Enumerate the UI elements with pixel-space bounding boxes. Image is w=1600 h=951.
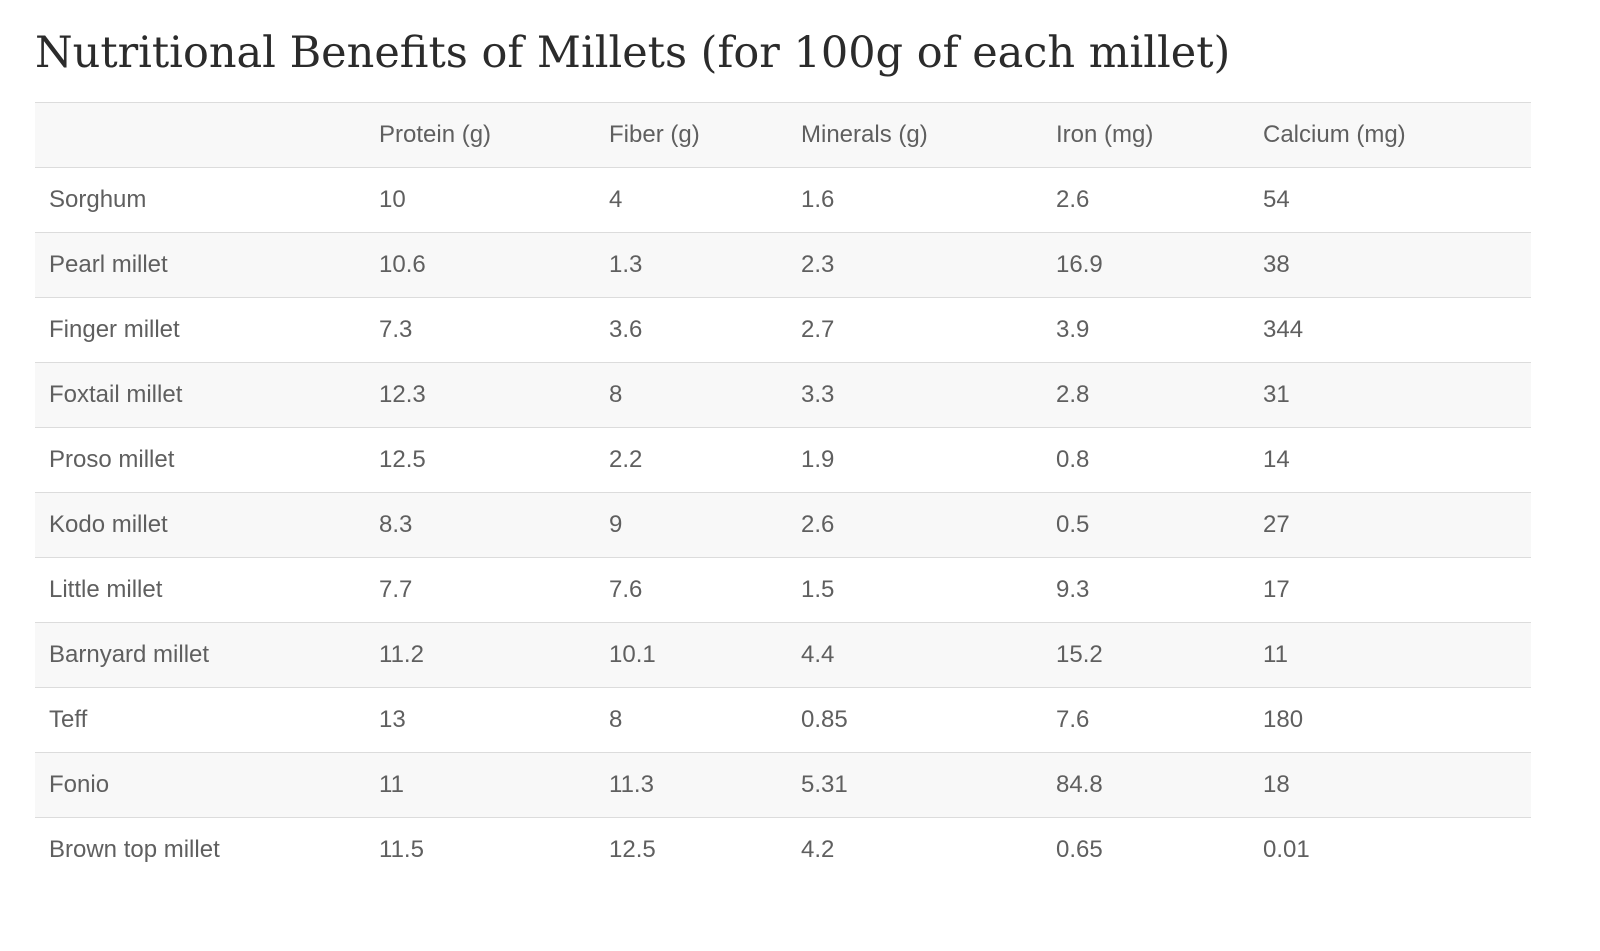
- cell-protein: 13: [365, 687, 595, 753]
- cell-iron: 16.9: [1042, 232, 1249, 298]
- cell-calcium: 17: [1249, 557, 1531, 623]
- cell-fiber: 7.6: [595, 557, 787, 623]
- table-row: Kodo millet 8.3 9 2.6 0.5 27: [35, 492, 1531, 558]
- cell-millet-name: Barnyard millet: [35, 622, 365, 688]
- cell-fiber: 4: [595, 167, 787, 233]
- cell-millet-name: Teff: [35, 687, 365, 753]
- cell-protein: 10.6: [365, 232, 595, 298]
- cell-protein: 11.2: [365, 622, 595, 688]
- header-row: Protein (g) Fiber (g) Minerals (g) Iron …: [35, 102, 1531, 168]
- cell-fiber: 9: [595, 492, 787, 558]
- cell-iron: 9.3: [1042, 557, 1249, 623]
- cell-millet-name: Kodo millet: [35, 492, 365, 558]
- cell-protein: 12.3: [365, 362, 595, 428]
- cell-calcium: 344: [1249, 297, 1531, 363]
- cell-calcium: 27: [1249, 492, 1531, 558]
- cell-millet-name: Fonio: [35, 752, 365, 818]
- cell-iron: 3.9: [1042, 297, 1249, 363]
- table-row: Foxtail millet 12.3 8 3.3 2.8 31: [35, 362, 1531, 428]
- cell-millet-name: Little millet: [35, 557, 365, 623]
- header-cell-iron: Iron (mg): [1042, 102, 1249, 168]
- table-row: Brown top millet 11.5 12.5 4.2 0.65 0.01: [35, 817, 1531, 882]
- header-cell-fiber: Fiber (g): [595, 102, 787, 168]
- cell-minerals: 2.7: [787, 297, 1042, 363]
- cell-calcium: 14: [1249, 427, 1531, 493]
- cell-minerals: 0.85: [787, 687, 1042, 753]
- cell-iron: 2.8: [1042, 362, 1249, 428]
- cell-iron: 84.8: [1042, 752, 1249, 818]
- header-cell-calcium: Calcium (mg): [1249, 102, 1531, 168]
- cell-millet-name: Proso millet: [35, 427, 365, 493]
- cell-minerals: 5.31: [787, 752, 1042, 818]
- cell-millet-name: Pearl millet: [35, 232, 365, 298]
- cell-fiber: 8: [595, 687, 787, 753]
- table-header: Protein (g) Fiber (g) Minerals (g) Iron …: [35, 102, 1531, 168]
- cell-calcium: 180: [1249, 687, 1531, 753]
- table-row: Sorghum 10 4 1.6 2.6 54: [35, 167, 1531, 233]
- cell-fiber: 8: [595, 362, 787, 428]
- cell-protein: 7.7: [365, 557, 595, 623]
- cell-protein: 11.5: [365, 817, 595, 882]
- cell-minerals: 1.9: [787, 427, 1042, 493]
- cell-iron: 15.2: [1042, 622, 1249, 688]
- cell-iron: 2.6: [1042, 167, 1249, 233]
- cell-calcium: 54: [1249, 167, 1531, 233]
- page-title: Nutritional Benefits of Millets (for 100…: [35, 28, 1231, 78]
- cell-millet-name: Finger millet: [35, 297, 365, 363]
- cell-calcium: 31: [1249, 362, 1531, 428]
- cell-fiber: 3.6: [595, 297, 787, 363]
- cell-millet-name: Brown top millet: [35, 817, 365, 882]
- table-row: Little millet 7.7 7.6 1.5 9.3 17: [35, 557, 1531, 623]
- header-cell-millet: [35, 102, 365, 168]
- cell-minerals: 2.6: [787, 492, 1042, 558]
- cell-protein: 7.3: [365, 297, 595, 363]
- cell-protein: 8.3: [365, 492, 595, 558]
- cell-minerals: 4.4: [787, 622, 1042, 688]
- header-cell-minerals: Minerals (g): [787, 102, 1042, 168]
- cell-minerals: 1.6: [787, 167, 1042, 233]
- table-row: Teff 13 8 0.85 7.6 180: [35, 687, 1531, 753]
- table-row: Pearl millet 10.6 1.3 2.3 16.9 38: [35, 232, 1531, 298]
- cell-calcium: 38: [1249, 232, 1531, 298]
- cell-millet-name: Foxtail millet: [35, 362, 365, 428]
- cell-millet-name: Sorghum: [35, 167, 365, 233]
- cell-fiber: 1.3: [595, 232, 787, 298]
- cell-fiber: 12.5: [595, 817, 787, 882]
- cell-fiber: 11.3: [595, 752, 787, 818]
- cell-protein: 10: [365, 167, 595, 233]
- table-body: Sorghum 10 4 1.6 2.6 54 Pearl millet 10.6 1.3 2.3…: [35, 167, 1531, 882]
- nutrition-table: Protein (g) Fiber (g) Minerals (g) Iron …: [35, 102, 1531, 882]
- cell-protein: 11: [365, 752, 595, 818]
- cell-minerals: 1.5: [787, 557, 1042, 623]
- cell-iron: 0.5: [1042, 492, 1249, 558]
- cell-minerals: 2.3: [787, 232, 1042, 298]
- table-row: Fonio 11 11.3 5.31 84.8 18: [35, 752, 1531, 818]
- table-row: Proso millet 12.5 2.2 1.9 0.8 14: [35, 427, 1531, 493]
- cell-iron: 0.8: [1042, 427, 1249, 493]
- cell-iron: 7.6: [1042, 687, 1249, 753]
- cell-calcium: 0.01: [1249, 817, 1531, 882]
- cell-minerals: 4.2: [787, 817, 1042, 882]
- page-content: Nutritional Benefits of Millets (for 100…: [35, 0, 1531, 882]
- cell-fiber: 10.1: [595, 622, 787, 688]
- header-cell-protein: Protein (g): [365, 102, 595, 168]
- cell-fiber: 2.2: [595, 427, 787, 493]
- cell-calcium: 11: [1249, 622, 1531, 688]
- cell-calcium: 18: [1249, 752, 1531, 818]
- cell-iron: 0.65: [1042, 817, 1249, 882]
- table-row: Barnyard millet 11.2 10.1 4.4 15.2 11: [35, 622, 1531, 688]
- cell-minerals: 3.3: [787, 362, 1042, 428]
- cell-protein: 12.5: [365, 427, 595, 493]
- table-row: Finger millet 7.3 3.6 2.7 3.9 344: [35, 297, 1531, 363]
